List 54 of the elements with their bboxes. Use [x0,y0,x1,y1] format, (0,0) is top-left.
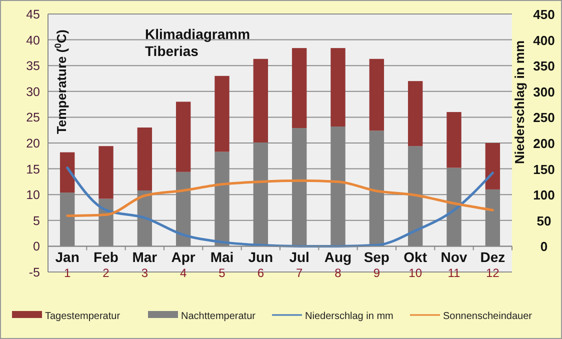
bar [485,143,500,190]
bar [292,48,307,128]
y-tick-label: 40 [26,33,40,48]
text: Tiberias [145,43,199,59]
x-tick-label: Apr 4 [171,249,196,280]
y-tick-label: 45 [26,8,40,22]
legend-label: Tagestemperatur [45,311,121,322]
bar [214,76,230,152]
bar [446,112,462,168]
x-tick-label: Jun 6 [248,249,274,280]
x-tick-label: Aug 8 [324,249,352,280]
legend-label: Nachttemperatur [181,311,256,322]
x-tick-label: Sep 9 [364,249,390,280]
line-series [66,179,494,218]
x-tick-label: Mai 5 [210,249,234,280]
y2-tick-label: 300 [533,84,555,100]
x-tick-label: Jul 7 [289,249,310,280]
bar [253,58,268,142]
x-tick-label: Okt 10 [404,249,428,280]
y2-tick-label: 200 [533,136,555,151]
y-tick-label: 15 [26,162,40,176]
y-tick-label: 20 [26,136,40,150]
y2-axis-title: Niederschlag in mm [512,40,527,164]
line-series [66,166,494,248]
x-tick-label: Feb 2 [94,249,118,280]
bar [408,81,423,146]
y-tick-label: 0 [33,240,40,254]
x-tick-label: Nov 11 [440,249,468,280]
y-tick-label: 25 [26,110,40,125]
bar [137,128,152,190]
x-tick-label: Mar 3 [132,249,158,280]
bar [330,48,346,126]
y2-tick-label: 150 [533,162,555,177]
bar [98,146,114,199]
legend-label: Niederschlag in mm [305,311,394,322]
y-tick-label: 5 [33,214,40,228]
x-tick-label: Jan 1 [55,249,80,280]
y2-tick-label: 450 [533,7,555,22]
y2-tick-label: 100 [533,188,555,203]
y2-tick-label: 250 [533,110,555,126]
x-tick-label: Dez 12 [480,249,506,280]
y2-tick-label: 400 [533,32,555,48]
text: Klimadiagramm [145,26,250,42]
y2-tick-label: 350 [533,58,555,74]
y-tick-label: -5 [28,266,40,280]
bar [60,152,75,193]
y-tick-label: 10 [26,188,40,202]
legend-label: Sonnenscheindauer [443,311,533,322]
y-tick-label: 35 [26,59,40,74]
bar [369,58,384,131]
y-tick-label: 30 [26,84,40,99]
y2-tick-label: 50 [536,213,552,228]
y2-tick-label: 0 [540,239,548,254]
bar [176,102,191,172]
